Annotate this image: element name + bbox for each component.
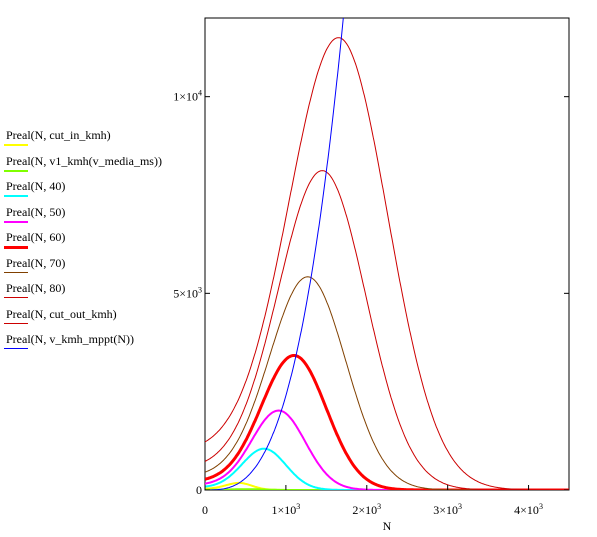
series-line-7 <box>205 170 569 490</box>
legend-label-3: Preal(N, 40) <box>6 179 66 193</box>
x-axis-ticks: 0 1×103 2×103 3×103 4×103 <box>202 485 543 517</box>
x-tick-label: 2×103 <box>352 502 381 517</box>
legend-label-2: Preal(N, v1_kmh(v_media_ms)) <box>6 153 162 168</box>
series-line-5 <box>205 354 569 490</box>
legend-swatch-2 <box>4 169 28 172</box>
series-line-6 <box>205 276 569 490</box>
x-tick-label: 3×103 <box>433 502 462 517</box>
legend-label-1: Preal(N, cut_in_kmh) <box>6 128 111 142</box>
legend-swatch-8 <box>4 322 28 324</box>
legend-label-9: Preal(N, v_kmh_mppt(N)) <box>6 332 134 346</box>
legend: Preal(N, cut_in_kmh) Preal(N, v1_kmh(v_me… <box>0 0 180 537</box>
legend-label-7: Preal(N, 80) <box>6 281 66 295</box>
legend-label-8: Preal(N, cut_out_kmh) <box>6 306 117 321</box>
y-tick-label: 5×103 <box>173 285 202 300</box>
legend-label-4: Preal(N, 50) <box>6 204 66 219</box>
legend-swatch-7 <box>4 297 28 298</box>
series-line-2 <box>205 488 569 490</box>
legend-swatch-1 <box>4 144 28 146</box>
x-tick-label: 4×103 <box>514 502 543 517</box>
legend-swatch-9 <box>4 348 28 349</box>
legend-label-5: Preal(N, 60) <box>6 230 66 244</box>
x-tick-label: 1×103 <box>271 502 300 517</box>
legend-label-6: Preal(N, 70) <box>6 255 66 270</box>
series-line-8 <box>205 37 569 490</box>
x-tick-label: 0 <box>202 503 208 517</box>
series-layer <box>205 18 569 490</box>
y-axis-ticks: 0 5×103 1×104 <box>173 89 569 497</box>
legend-swatch-4 <box>4 220 28 223</box>
legend-swatch-5 <box>4 246 28 249</box>
series-line-3 <box>205 447 569 490</box>
y-tick-label: 0 <box>196 483 202 497</box>
legend-swatch-6 <box>4 271 28 273</box>
series-line-4 <box>205 409 569 490</box>
series-line-9 <box>205 18 344 490</box>
plot-frame <box>204 17 570 491</box>
x-axis-label: N <box>383 519 392 533</box>
legend-swatch-3 <box>4 195 28 197</box>
y-tick-label: 1×104 <box>173 89 202 104</box>
